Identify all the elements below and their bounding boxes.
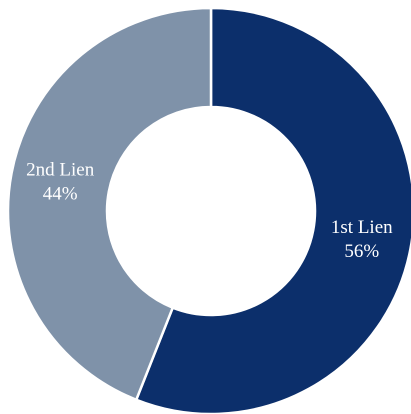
slice: [6, 6, 213, 402]
slice-label: 1st Lien: [331, 217, 393, 238]
slice-value-label: 56%: [344, 241, 379, 262]
slice-label: 2nd Lien: [26, 160, 95, 181]
slice-value-label: 44%: [43, 184, 78, 205]
